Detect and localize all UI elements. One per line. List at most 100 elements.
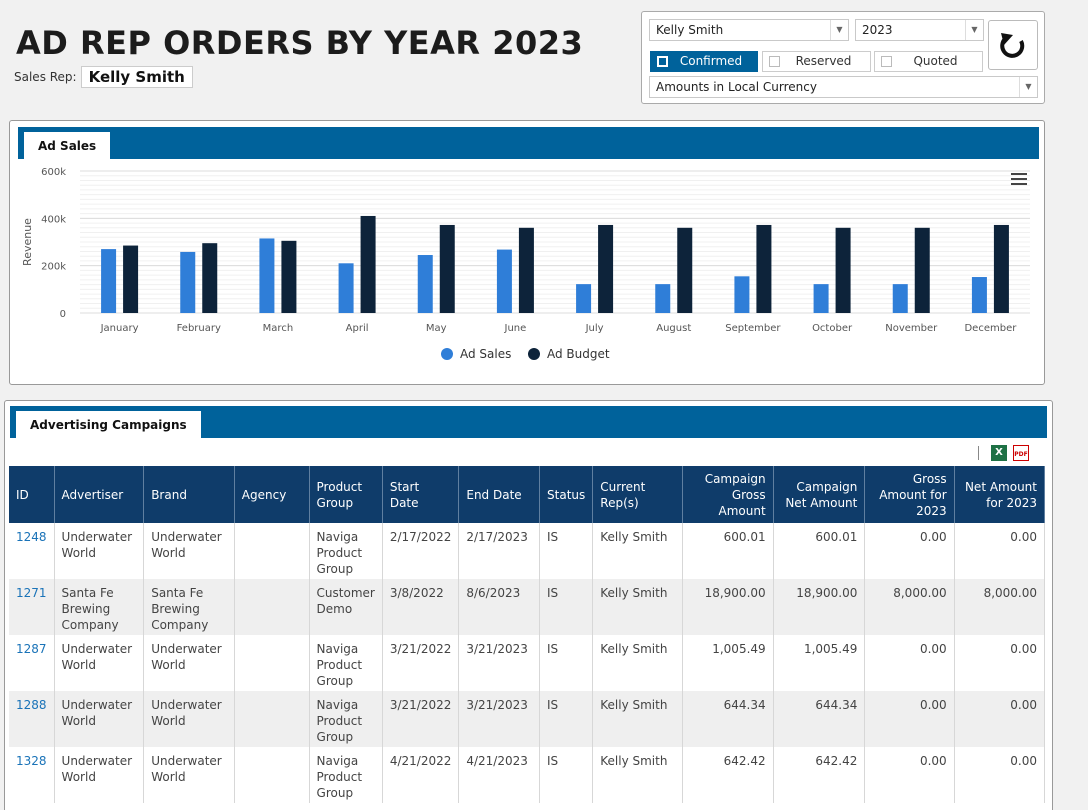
- table-cell: Kelly Smith: [592, 579, 683, 635]
- legend-dot: [441, 348, 453, 360]
- campaign-id-link[interactable]: 1248: [9, 523, 55, 579]
- column-header-start-date[interactable]: Start Date: [382, 466, 460, 523]
- ad-sales-chart: 0 200k 400k 600k Revenue January February March…: [21, 167, 1030, 334]
- year-select[interactable]: 2023 ▼: [855, 19, 984, 41]
- table-cell: 644.34: [773, 691, 866, 747]
- table-cell: 2/17/2022: [382, 523, 460, 579]
- column-header-gross-amount-for-2023[interactable]: Gross Amount for 2023: [864, 466, 955, 523]
- currency-select-value: Amounts in Local Currency: [656, 80, 817, 94]
- campaign-id-link[interactable]: 1271: [9, 579, 55, 635]
- table-cell: 3/21/2023: [458, 691, 541, 747]
- campaign-id-link[interactable]: 1328: [9, 747, 55, 803]
- legend-label: Ad Budget: [547, 347, 610, 361]
- chevron-down-icon: ▼: [965, 20, 983, 40]
- column-header-advertiser[interactable]: Advertiser: [54, 466, 145, 523]
- column-header-campaign-gross-amount[interactable]: Campaign Gross Amount: [682, 466, 774, 523]
- campaign-id-link[interactable]: 1287: [9, 635, 55, 691]
- checkbox-icon: [881, 56, 892, 67]
- hamburger-menu-icon[interactable]: [1011, 173, 1027, 187]
- rep-select[interactable]: Kelly Smith ▼: [649, 19, 849, 41]
- column-header-brand[interactable]: Brand: [143, 466, 235, 523]
- x-tick-label: May: [426, 323, 447, 334]
- column-header-campaign-net-amount[interactable]: Campaign Net Amount: [773, 466, 866, 523]
- bar-ad-budget: [756, 224, 772, 313]
- bar-ad-sales: [576, 284, 592, 313]
- table-cell: IS: [539, 747, 594, 803]
- table-cell: 0.00: [954, 635, 1046, 691]
- y-tick-label: 0: [60, 309, 66, 320]
- tab-advertising-campaigns[interactable]: Advertising Campaigns: [16, 411, 201, 438]
- column-header-current-rep-s[interactable]: Current Rep(s): [592, 466, 683, 523]
- tab-ad-sales[interactable]: Ad Sales: [24, 132, 111, 159]
- table-cell: 2/17/2023: [458, 523, 541, 579]
- table-cell: 8/6/2023: [458, 579, 541, 635]
- bar-ad-budget: [360, 215, 376, 313]
- campaign-id-link[interactable]: 1288: [9, 691, 55, 747]
- column-header-agency[interactable]: Agency: [234, 466, 310, 523]
- sales-rep-name: Kelly Smith: [80, 66, 193, 88]
- table-cell: [234, 747, 310, 803]
- sales-rep-label: Sales Rep:: [14, 70, 77, 84]
- table-cell: 642.42: [682, 747, 774, 803]
- table-cell: 4/21/2023: [458, 747, 541, 803]
- table-row[interactable]: 1328 Underwater World Underwater World Navi…: [9, 747, 1046, 803]
- table-cell: Kelly Smith: [592, 691, 683, 747]
- table-cell: 600.01: [773, 523, 866, 579]
- sales-rep-row: Sales Rep: Kelly Smith: [14, 66, 193, 88]
- confirmed-toggle[interactable]: Confirmed: [650, 51, 758, 72]
- table-cell: 18,900.00: [682, 579, 774, 635]
- currency-select[interactable]: Amounts in Local Currency ▼: [649, 76, 1038, 98]
- filter-panel: Kelly Smith ▼ 2023 ▼ Confirmed Reserved …: [641, 11, 1045, 104]
- column-header-status[interactable]: Status: [539, 466, 594, 523]
- bar-ad-budget: [677, 227, 693, 313]
- table-cell: IS: [539, 523, 594, 579]
- legend-dot: [528, 348, 540, 360]
- table-cell: Kelly Smith: [592, 747, 683, 803]
- y-tick-label: 600k: [41, 167, 66, 178]
- table-cell: Underwater World: [143, 523, 235, 579]
- table-cell: IS: [539, 691, 594, 747]
- table-cell: 0.00: [954, 523, 1046, 579]
- bar-ad-budget: [123, 245, 139, 313]
- reserved-toggle[interactable]: Reserved: [762, 51, 871, 72]
- table-cell: 3/21/2023: [458, 635, 541, 691]
- column-header-product-group[interactable]: Product Group: [309, 466, 383, 523]
- y-axis-label: Revenue: [21, 218, 34, 266]
- x-tick-label: September: [725, 323, 781, 334]
- bar-ad-sales: [496, 249, 512, 313]
- table-row[interactable]: 1288 Underwater World Underwater World Navi…: [9, 691, 1046, 747]
- table-cell: Santa Fe Brewing Company: [143, 579, 235, 635]
- table-cell: 8,000.00: [864, 579, 955, 635]
- column-header-net-amount-for-2023[interactable]: Net Amount for 2023: [954, 466, 1046, 523]
- refresh-button[interactable]: [988, 20, 1038, 70]
- quoted-toggle[interactable]: Quoted: [874, 51, 983, 72]
- table-cell: IS: [539, 579, 594, 635]
- pdf-icon[interactable]: PDF: [1013, 445, 1029, 461]
- column-header-end-date[interactable]: End Date: [458, 466, 541, 523]
- bar-ad-budget: [914, 227, 930, 313]
- column-header-id[interactable]: ID: [9, 466, 55, 523]
- bar-ad-sales: [892, 284, 908, 313]
- table-cell: Underwater World: [54, 691, 145, 747]
- table-cell: 0.00: [954, 747, 1046, 803]
- table-cell: 600.01: [682, 523, 774, 579]
- bar-ad-budget: [993, 224, 1009, 313]
- table-cell: Underwater World: [143, 691, 235, 747]
- legend-item-ad-budget[interactable]: Ad Budget: [528, 347, 610, 361]
- table-row[interactable]: 1271 Santa Fe Brewing Company Santa Fe Bre…: [9, 579, 1046, 635]
- x-tick-label: June: [504, 323, 527, 334]
- checkbox-icon: [657, 56, 668, 67]
- rep-select-value: Kelly Smith: [656, 23, 724, 37]
- table-cell: Underwater World: [54, 523, 145, 579]
- table-row[interactable]: 1287 Underwater World Underwater World Navi…: [9, 635, 1046, 691]
- table-cell: [234, 635, 310, 691]
- confirmed-label: Confirmed: [679, 54, 743, 68]
- table-cell: 4/21/2022: [382, 747, 460, 803]
- bar-ad-sales: [417, 255, 433, 313]
- table-row[interactable]: 1248 Underwater World Underwater World Navi…: [9, 523, 1046, 579]
- legend-item-ad-sales[interactable]: Ad Sales: [441, 347, 511, 361]
- bar-ad-sales: [655, 284, 671, 313]
- excel-icon[interactable]: X: [991, 445, 1007, 461]
- table-cell: Kelly Smith: [592, 635, 683, 691]
- advertising-campaigns-panel: Advertising Campaigns X PDF ID Advertiser…: [4, 400, 1053, 810]
